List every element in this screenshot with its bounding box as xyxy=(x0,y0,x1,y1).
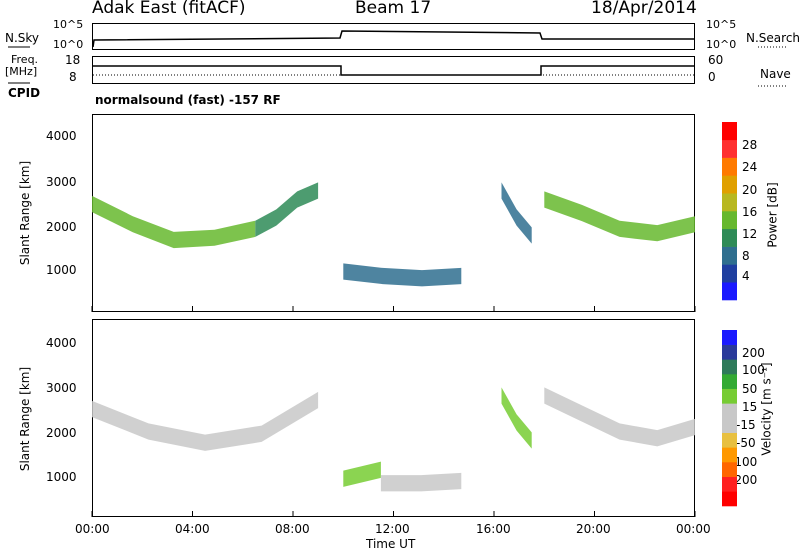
velocity-colorbar-segment-6 xyxy=(722,403,737,419)
velocity-colorbar-segment-5 xyxy=(722,418,737,433)
xtick-4: 16:00 xyxy=(476,522,511,536)
velocity-echo-band-0 xyxy=(92,391,319,451)
xtick-1: 04:00 xyxy=(175,522,210,536)
freq-tick-top: 18 xyxy=(65,53,81,67)
power-echo-band-3 xyxy=(501,182,532,244)
velocity-cb-tick-200: 200 xyxy=(742,346,765,360)
nave-label: Nave xyxy=(760,67,791,81)
freq-tick-bottom: 8 xyxy=(69,70,77,84)
power-colorbar-segment-6 xyxy=(722,175,737,194)
power-ytick-4000: 4000 xyxy=(46,129,77,143)
power-cb-tick-20: 20 xyxy=(742,183,758,197)
xtick-6: 00:00 xyxy=(676,522,711,536)
cpid-label: CPID xyxy=(8,86,41,100)
power-colorbar-segment-3 xyxy=(722,228,737,247)
nsearch-tick-bottom: 10^0 xyxy=(706,38,737,51)
velocity-ytick-1000: 1000 xyxy=(46,470,77,484)
power-cb-tick-24: 24 xyxy=(742,160,758,174)
power-ytick-1000: 1000 xyxy=(46,263,77,277)
velocity-cb-tick-15: 15 xyxy=(742,400,758,414)
velocity-echo-band-2 xyxy=(380,472,462,492)
power-colorbar-segment-9 xyxy=(722,122,737,141)
power-colorbar-segment-5 xyxy=(722,193,737,212)
power-echo-band-4 xyxy=(544,191,695,242)
velocity-echo-band-3 xyxy=(501,387,532,449)
velocity-colorbar-segment-4 xyxy=(722,432,737,448)
date-title: 18/Apr/2014 xyxy=(591,0,697,18)
velocity-colorbar-segment-3 xyxy=(722,447,737,463)
power-cb-tick-4: 4 xyxy=(742,269,750,283)
beam-title: Beam 17 xyxy=(355,0,432,18)
station-title: Adak East (fitACF) xyxy=(92,0,246,18)
power-echo-band-0 xyxy=(92,195,256,249)
velocity-colorbar-segment-8 xyxy=(722,374,737,389)
velocity-cb-tick-50: 50 xyxy=(742,382,758,396)
velocity-colorbar-segment-7 xyxy=(722,388,737,404)
power-colorbar-segment-2 xyxy=(722,246,737,265)
power-colorbar-segment-4 xyxy=(722,211,737,230)
nsky-trace xyxy=(92,30,694,48)
freq-label-2: [MHz] xyxy=(5,65,38,78)
nsearch-tick-top: 10^5 xyxy=(706,18,737,31)
xtick-5: 20:00 xyxy=(576,522,611,536)
power-colorbar-segment-8 xyxy=(722,139,737,158)
power-colorbar-segment-1 xyxy=(722,264,737,283)
power-ytick-2000: 2000 xyxy=(46,220,77,234)
power-cb-tick-28: 28 xyxy=(742,138,758,152)
velocity-echo-band-1 xyxy=(343,461,381,487)
power-echo-band-1 xyxy=(255,182,319,237)
velocity-cb-tick-m50: -50 xyxy=(736,436,756,450)
power-cb-tick-16: 16 xyxy=(742,205,758,219)
power-colorbar-segment-0 xyxy=(722,282,737,301)
velocity-ytick-2000: 2000 xyxy=(46,426,77,440)
freq-trace xyxy=(93,65,694,76)
x-axis-title: Time UT xyxy=(366,537,416,551)
velocity-ytick-4000: 4000 xyxy=(46,336,77,350)
velocity-cb-tick-m15: -15 xyxy=(736,418,756,432)
power-cb-tick-12: 12 xyxy=(742,227,758,241)
freq-label-1: Freq. xyxy=(11,53,39,66)
nsky-panel xyxy=(92,23,695,50)
power-colorbar-segment-7 xyxy=(722,157,737,176)
nsky-tick-bottom: 10^0 xyxy=(53,38,84,51)
nsky-label: N.Sky xyxy=(5,31,40,45)
velocity-colorbar-segment-9 xyxy=(722,359,737,375)
xtick-3: 12:00 xyxy=(375,522,410,536)
xtick-0: 00:00 xyxy=(75,522,110,536)
velocity-colorbar-segment-10 xyxy=(722,344,737,360)
xtick-2: 08:00 xyxy=(275,522,310,536)
velocity-echo-band-4 xyxy=(544,387,695,447)
power-ytick-3000: 3000 xyxy=(46,175,77,189)
velocity-cb-tick-100: 100 xyxy=(742,363,765,377)
power-echo-band-2 xyxy=(343,263,462,287)
velocity-colorbar-segment-2 xyxy=(722,462,737,477)
velocity-colorbar-segment-0 xyxy=(722,491,737,507)
velocity-colorbar-segment-11 xyxy=(722,330,737,345)
nsearch-label: N.Search xyxy=(746,31,800,45)
velocity-colorbar-segment-1 xyxy=(722,476,737,492)
nave-tick-bottom: 0 xyxy=(708,70,716,84)
velocity-ytick-3000: 3000 xyxy=(46,381,77,395)
nave-tick-top: 60 xyxy=(708,53,724,67)
power-cb-tick-8: 8 xyxy=(742,249,750,263)
nsky-tick-top: 10^5 xyxy=(53,18,84,31)
cpid-text: normalsound (fast) -157 RF xyxy=(95,93,281,107)
freq-panel xyxy=(92,56,695,84)
